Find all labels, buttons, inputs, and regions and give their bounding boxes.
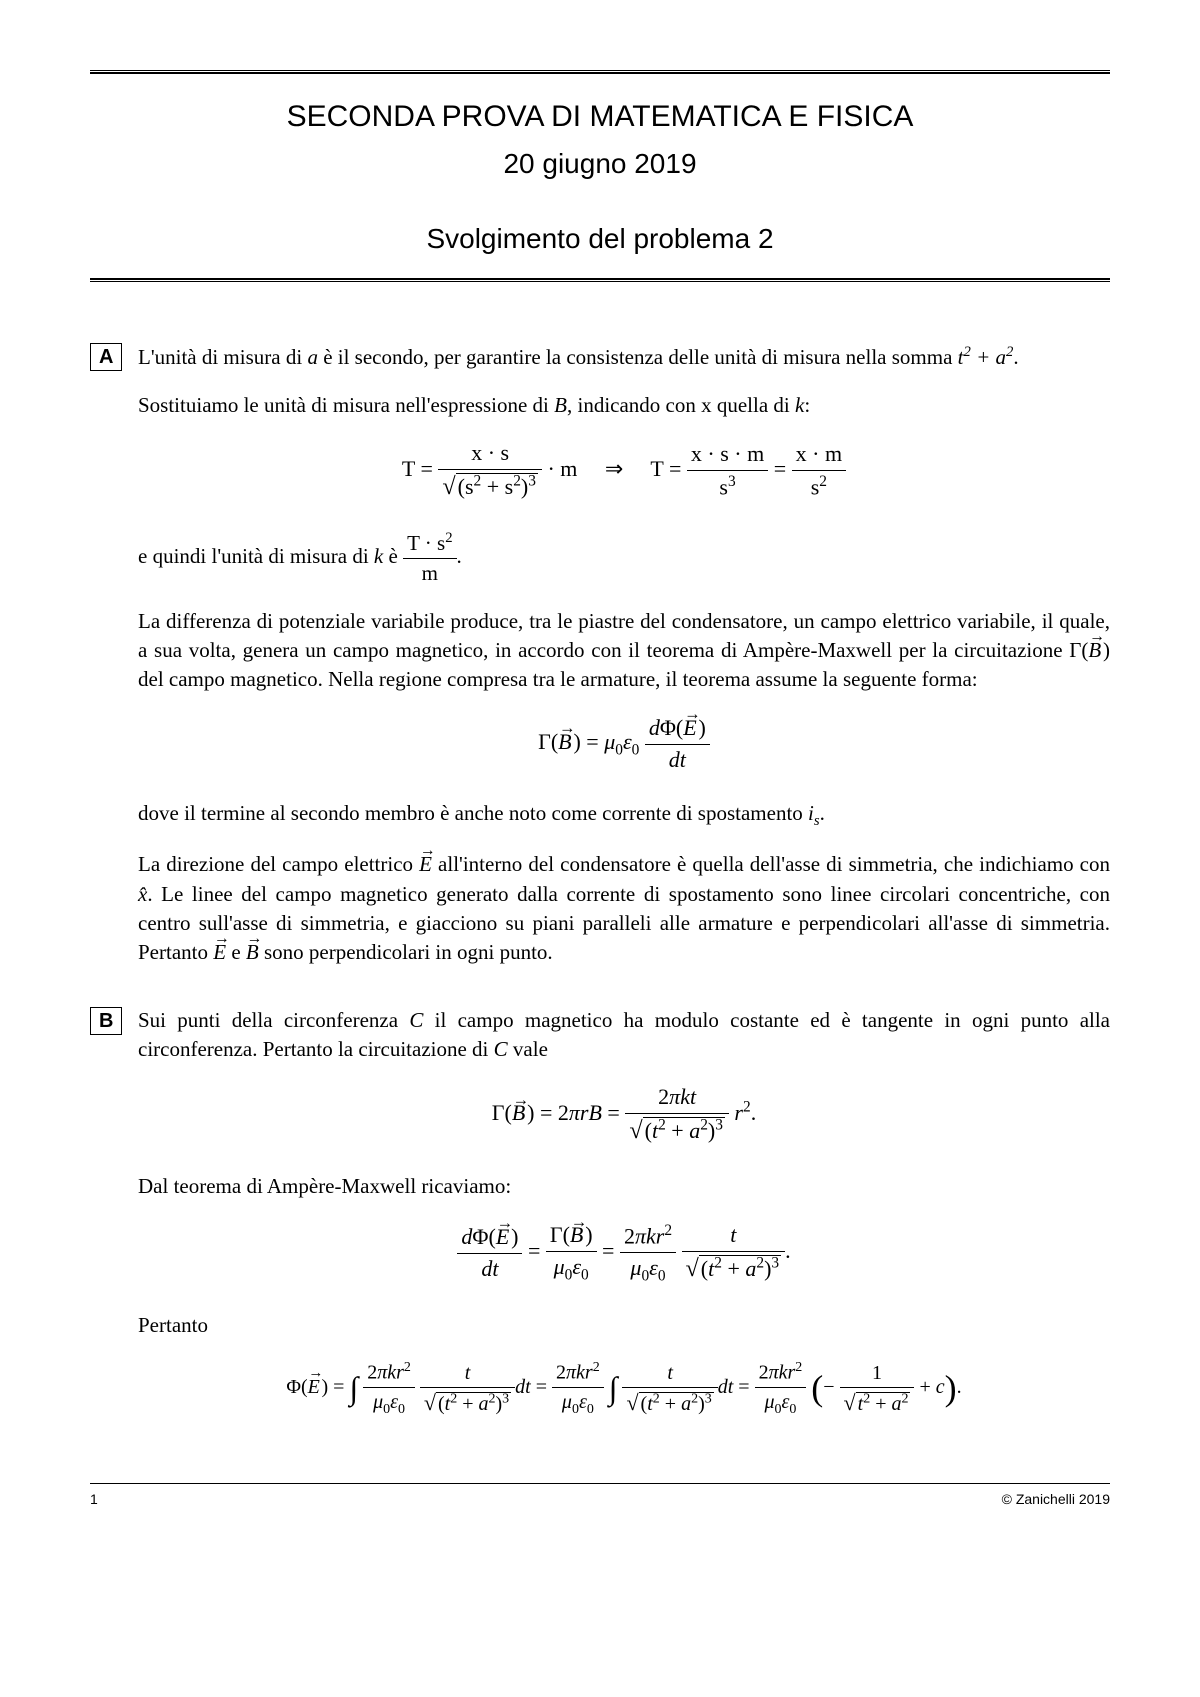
section-a-p5: dove il termine al secondo membro è anch… bbox=[138, 799, 1110, 832]
section-label-b: B bbox=[90, 1007, 122, 1035]
section-a: A L'unità di misura di a è il secondo, p… bbox=[90, 342, 1110, 985]
mid-double-rule bbox=[90, 278, 1110, 282]
footer: 1 © Zanichelli 2019 bbox=[90, 1483, 1110, 1510]
section-a-p6: La direzione del campo elettrico E all'i… bbox=[138, 850, 1110, 968]
section-a-p3: e quindi l'unità di misura di k è T · s2… bbox=[138, 528, 1110, 589]
section-b-p2: Dal teorema di Ampère-Maxwell ricaviamo: bbox=[138, 1172, 1110, 1201]
section-b: B Sui punti della circonferenza C il cam… bbox=[90, 1006, 1110, 1444]
section-a-p4: La differenza di potenziale variabile pr… bbox=[138, 607, 1110, 695]
text: . bbox=[820, 801, 825, 825]
section-b-p1: Sui punti della circonferenza C il campo… bbox=[138, 1006, 1110, 1065]
document-subtitle: Svolgimento del problema 2 bbox=[90, 219, 1110, 258]
section-a-p1: L'unità di misura di a è il secondo, per… bbox=[138, 342, 1110, 372]
text: è bbox=[383, 544, 403, 568]
top-double-rule bbox=[90, 70, 1110, 74]
equation-b2: dΦ(E ) dt = Γ(B ) μ0ε0 = 2πkr2 μ0ε0 t √(… bbox=[138, 1220, 1110, 1287]
text: è il secondo, per garantire la consisten… bbox=[318, 345, 958, 369]
text: . bbox=[1013, 345, 1018, 369]
document-date: 20 giugno 2019 bbox=[90, 144, 1110, 183]
text: : bbox=[804, 393, 810, 417]
text: dove il termine al secondo membro è anch… bbox=[138, 801, 808, 825]
equation-b3: Φ(E ) = ∫ 2πkr2 μ0ε0 t √(t2 + a2)3 dt = … bbox=[138, 1358, 1110, 1419]
equation-a2: Γ(B ) = μ0ε0 dΦ(E ) dt bbox=[138, 713, 1110, 776]
section-label-a: A bbox=[90, 343, 122, 371]
text: , indicando con x quella di bbox=[567, 393, 795, 417]
copyright: © Zanichelli 2019 bbox=[1002, 1490, 1110, 1510]
equation-a1: T = x · s √(s2 + s2)3 · m ⇒ T = x · s · … bbox=[138, 438, 1110, 504]
var-a: a bbox=[307, 345, 318, 369]
var-k: k bbox=[374, 544, 383, 568]
page-number: 1 bbox=[90, 1490, 98, 1510]
var-k: k bbox=[795, 393, 804, 417]
equation-b1: Γ(B ) = 2πrB = 2πkt √(t2 + a2)3 r2. bbox=[138, 1082, 1110, 1148]
text: Sostituiamo le unità di misura nell'espr… bbox=[138, 393, 554, 417]
section-b-p3: Pertanto bbox=[138, 1311, 1110, 1340]
title-block: SECONDA PROVA DI MATEMATICA E FISICA 20 … bbox=[90, 96, 1110, 258]
text: L'unità di misura di bbox=[138, 345, 307, 369]
text: . bbox=[457, 544, 462, 568]
text: e quindi l'unità di misura di bbox=[138, 544, 374, 568]
section-a-p2: Sostituiamo le unità di misura nell'espr… bbox=[138, 391, 1110, 420]
document-title: SECONDA PROVA DI MATEMATICA E FISICA bbox=[90, 96, 1110, 138]
var-B: B bbox=[554, 393, 567, 417]
